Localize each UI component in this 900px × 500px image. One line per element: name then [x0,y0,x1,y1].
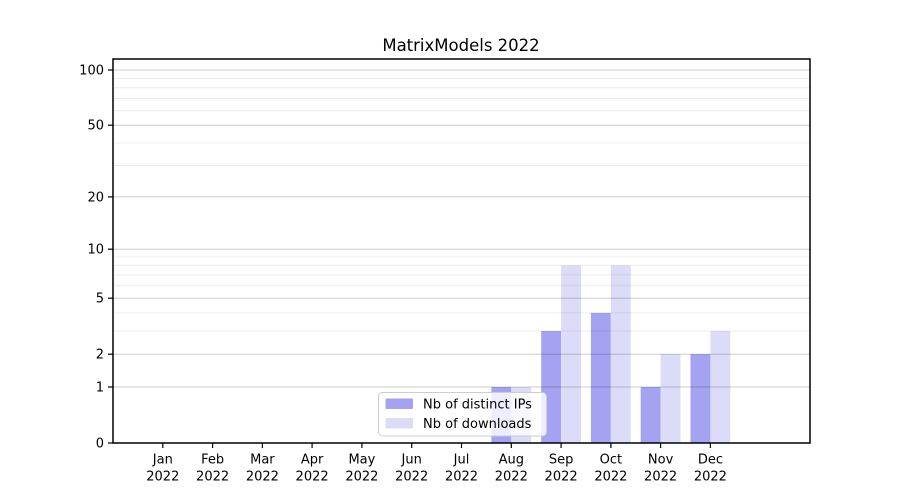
y-tick-label-2: 2 [96,348,104,363]
legend-swatch-distinct-ips [385,398,413,409]
x-tick-label-month-feb: Feb [201,453,224,468]
legend-label-distinct-ips: Nb of distinct IPs [423,398,532,413]
x-tick-label-month-jan: Jan [152,453,173,468]
bar-downloads-nov [660,354,681,443]
x-tick-label-year-apr: 2022 [296,470,329,485]
x-tick-label-year-may: 2022 [345,470,378,485]
x-tick-label-year-feb: 2022 [196,470,229,485]
x-tick-label-month-jul: Jul [453,453,470,468]
x-tick-label-month-dec: Dec [698,453,723,468]
y-tick-label-0: 0 [96,437,104,452]
x-tick-label-year-aug: 2022 [495,470,528,485]
x-tick-label-month-mar: Mar [250,453,275,468]
x-tick-label-month-apr: Apr [301,453,324,468]
x-tick-label-year-mar: 2022 [246,470,279,485]
plot-area: 0 1 2 5 10 20 50 100 Jan 2022 Feb 2022 Mar 2022 Apr 202… [79,58,811,485]
x-tick-label-year-oct: 2022 [594,470,627,485]
y-tick-label-1: 1 [96,381,104,396]
x-tick-label-month-jun: Jun [401,453,422,468]
x-tick-label-month-nov: Nov [648,453,674,468]
x-tick-label-year-jul: 2022 [445,470,478,485]
y-tick-label-50: 50 [87,119,104,134]
y-tick-label-5: 5 [96,292,104,307]
chart-title: MatrixModels 2022 [382,36,539,55]
x-tick-label-month-aug: Aug [499,453,524,468]
bar-downloads-sep [561,265,581,443]
x-tick-label-month-oct: Oct [600,453,622,468]
x-tick-label-year-dec: 2022 [694,470,727,485]
x-tick-label-year-nov: 2022 [644,470,677,485]
legend-swatch-downloads [385,418,413,429]
bar-distinct-ips-nov [640,387,661,443]
bar-distinct-ips-oct [590,312,611,443]
bar-distinct-ips-dec [690,354,711,443]
legend: Nb of distinct IPs Nb of downloads [378,392,547,437]
x-tick-label-year-jan: 2022 [146,470,179,485]
x-tick-label-year-sep: 2022 [545,470,578,485]
y-tick-label-10: 10 [87,243,104,258]
x-tick-label-year-jun: 2022 [395,470,428,485]
y-tick-label-20: 20 [87,190,104,205]
bar-downloads-oct [610,265,631,443]
x-tick-label-month-sep: Sep [549,453,574,468]
legend-box [378,392,547,437]
y-tick-label-100: 100 [79,64,104,79]
legend-label-downloads: Nb of downloads [423,417,532,432]
bar-downloads-dec [710,331,731,443]
x-tick-label-month-may: May [348,453,375,468]
